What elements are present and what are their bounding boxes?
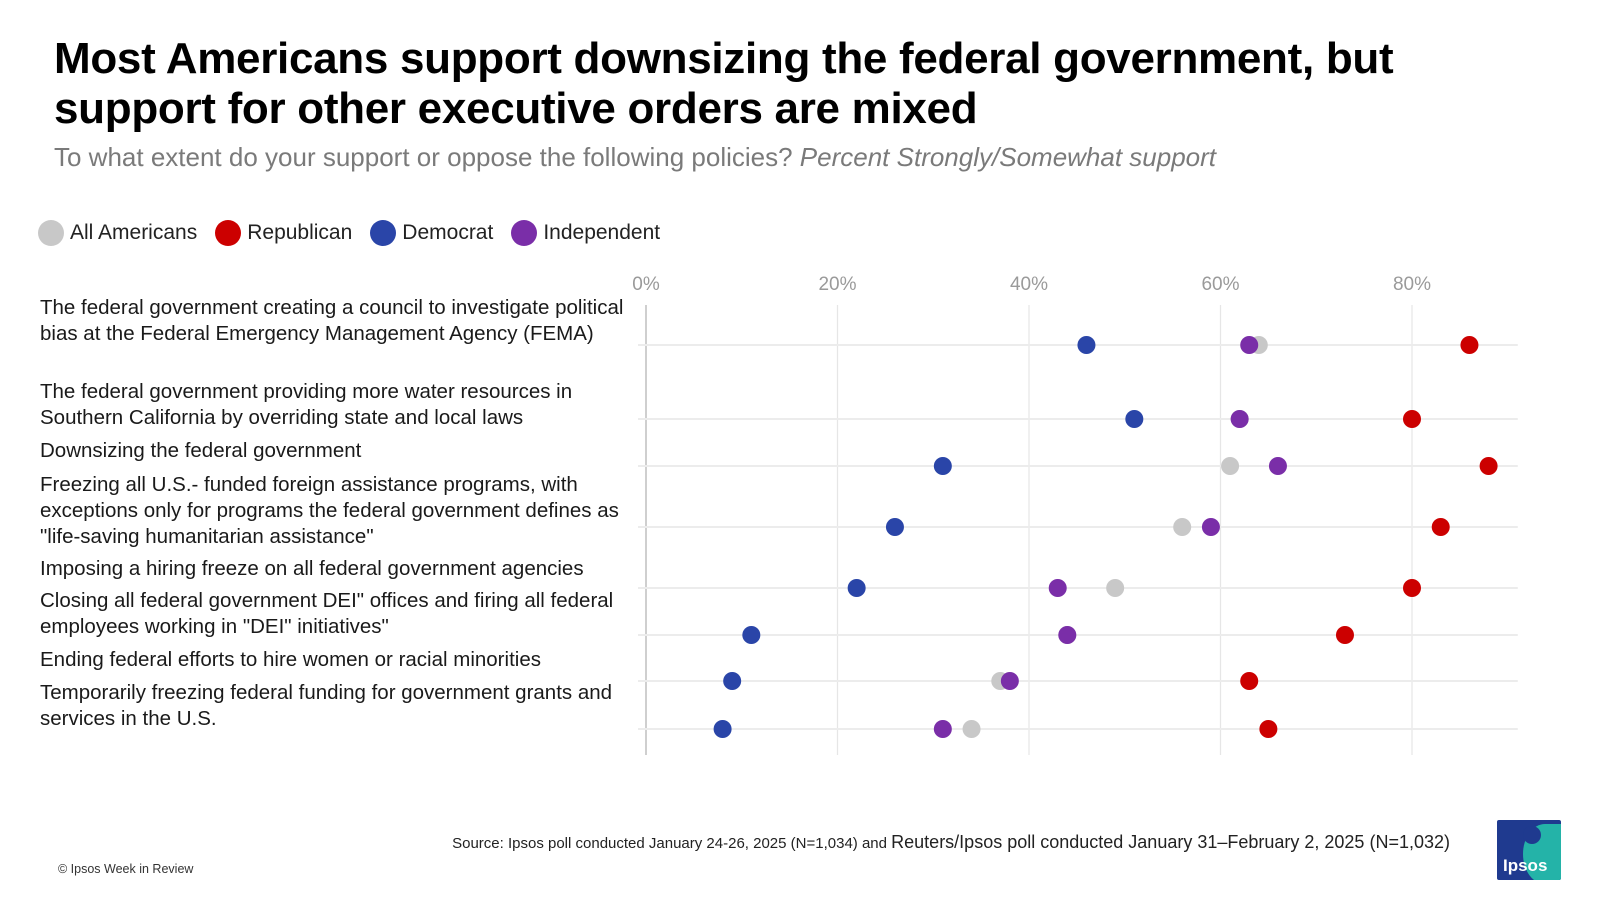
ipsos-logo: Ipsos — [1497, 820, 1561, 880]
x-tick-label: 20% — [818, 274, 856, 295]
legend-item-all-americans: All Americans — [38, 220, 197, 246]
x-tick-label: 80% — [1393, 274, 1431, 295]
dot-independent — [933, 720, 952, 738]
legend-dot-independent — [511, 220, 538, 246]
legend-dot-all-americans — [38, 220, 64, 246]
row-label-dei-offices: Closing all federal government DEI" offi… — [40, 589, 614, 638]
legend-label: Independent — [543, 221, 661, 244]
logo-text: Ipsos — [1503, 856, 1548, 875]
source-prefix: Source: Ipsos poll conducted January 24-… — [452, 835, 887, 852]
legend-label: Republican — [247, 221, 353, 244]
dot-independent — [1000, 672, 1019, 690]
legend-item-independent: Independent — [511, 220, 660, 246]
dot-republican — [1479, 457, 1498, 475]
subtitle-question: To what extent do your support or oppose… — [54, 142, 793, 172]
legend-dot-democrat — [370, 220, 397, 246]
source-note: Source: Ipsos poll conducted January 24-… — [452, 832, 1450, 853]
dot-independent — [1058, 626, 1077, 644]
legend-label: All Americans — [70, 221, 198, 244]
dot-republican — [1403, 579, 1421, 597]
row-label-hiring-freeze: Imposing a hiring freeze on all federal … — [40, 557, 584, 580]
x-tick-label: 0% — [632, 274, 660, 295]
row-label-fema-council: The federal government creating a counci… — [40, 296, 624, 345]
dot-democrat — [713, 720, 732, 738]
dot-independent — [1240, 336, 1259, 354]
row-label-funding-freeze: Temporarily freezing federal funding for… — [40, 681, 613, 730]
dot-democrat — [723, 672, 742, 690]
row-label-downsizing: Downsizing the federal government — [40, 439, 362, 462]
row-label-hire-women-minorities: Ending federal efforts to hire women or … — [40, 648, 541, 671]
copyright-note: © Ipsos Week in Review — [58, 862, 194, 876]
legend-item-democrat: Democrat — [370, 220, 493, 246]
dot-democrat — [1125, 410, 1144, 428]
dot-democrat — [742, 626, 761, 644]
legend-label: Democrat — [402, 221, 494, 244]
dot-all-americans — [962, 720, 981, 738]
dot-republican — [1431, 518, 1450, 536]
chart-title: Most Americans support downsizing the fe… — [54, 34, 1394, 133]
legend-dot-republican — [215, 220, 242, 246]
row-label-foreign-assistance: Freezing all U.S.- funded foreign assist… — [40, 473, 619, 548]
dot-all-americans — [1106, 579, 1125, 597]
row-label-water-resources: The federal government providing more wa… — [40, 380, 573, 429]
dot-all-americans — [1173, 518, 1192, 536]
legend-item-republican: Republican — [215, 220, 352, 246]
x-tick-label: 60% — [1201, 274, 1239, 295]
dot-independent — [1230, 410, 1249, 428]
dot-democrat — [1077, 336, 1096, 354]
dot-democrat — [885, 518, 904, 536]
dot-republican — [1335, 626, 1354, 644]
logo-head-shape — [1523, 826, 1541, 844]
chart-subtitle: To what extent do your support or oppose… — [54, 142, 1514, 173]
dot-republican — [1403, 410, 1421, 428]
dot-republican — [1259, 720, 1278, 738]
dot-republican — [1460, 336, 1479, 354]
dot-independent — [1268, 457, 1287, 475]
dot-democrat — [933, 457, 952, 475]
dot-democrat — [847, 579, 866, 597]
chart-legend: All Americans Republican Democrat Indepe… — [38, 218, 678, 248]
dot-republican — [1240, 672, 1259, 690]
source-suffix: Reuters/Ipsos poll conducted January 31–… — [891, 832, 1450, 852]
dot-independent — [1201, 518, 1220, 536]
x-tick-label: 40% — [1010, 274, 1048, 295]
dot-all-americans — [1221, 457, 1240, 475]
subtitle-measure: Percent Strongly/Somewhat support — [799, 142, 1217, 172]
dot-independent — [1048, 579, 1067, 597]
